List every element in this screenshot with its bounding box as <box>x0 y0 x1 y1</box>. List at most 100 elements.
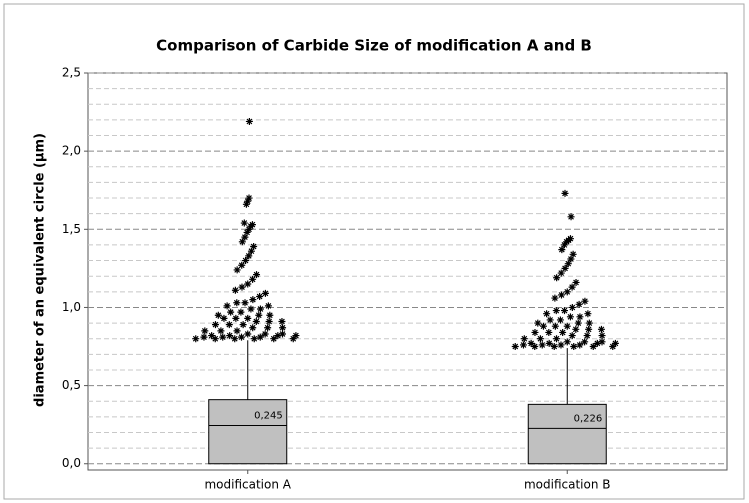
outlier <box>558 246 566 254</box>
outlier <box>233 327 241 335</box>
outlier <box>576 313 584 321</box>
chart-title: Comparison of Carbide Size of modificati… <box>156 37 592 55</box>
outlier <box>289 335 297 343</box>
outlier <box>536 335 544 343</box>
outlier <box>609 343 617 351</box>
outlier <box>279 330 287 338</box>
outlier <box>248 221 256 229</box>
outlier <box>219 333 227 341</box>
outlier <box>200 333 208 341</box>
outlier <box>598 332 606 340</box>
outlier <box>264 324 272 332</box>
outlier <box>256 305 264 313</box>
y-tick-label: 2,0 <box>62 144 81 158</box>
outlier <box>567 213 575 221</box>
outlier <box>245 225 253 233</box>
outlier <box>249 324 257 332</box>
outlier <box>546 316 554 324</box>
outlier <box>220 314 228 322</box>
outlier <box>551 294 559 302</box>
y-tick-label: 0,5 <box>62 378 81 392</box>
outlier <box>261 330 269 338</box>
outlier <box>538 341 546 349</box>
outlier <box>557 341 565 349</box>
outlier <box>557 291 565 299</box>
x-tick-label: modification A <box>204 478 291 492</box>
outlier <box>241 299 249 307</box>
outlier <box>256 333 264 341</box>
outlier <box>245 252 253 260</box>
outlier <box>568 303 576 311</box>
outlier <box>242 257 250 265</box>
outlier <box>201 327 209 335</box>
outlier <box>192 335 200 343</box>
outlier <box>250 335 258 343</box>
outlier <box>551 322 559 330</box>
outlier <box>217 327 225 335</box>
outlier <box>244 197 252 205</box>
outlier <box>561 189 569 197</box>
outlier <box>576 341 584 349</box>
outlier <box>208 332 216 340</box>
outlier <box>227 308 235 316</box>
outlier <box>569 250 577 258</box>
outlier <box>593 339 601 347</box>
outlier <box>566 313 574 321</box>
outlier <box>575 300 583 308</box>
outlier <box>244 314 252 322</box>
outlier <box>531 328 539 336</box>
outlier <box>242 200 250 208</box>
outlier <box>557 269 565 277</box>
outlier <box>244 330 252 338</box>
outlier <box>563 288 571 296</box>
outlier <box>255 311 263 319</box>
outlier <box>211 335 219 343</box>
outlier <box>232 314 240 322</box>
outlier <box>568 332 576 340</box>
outlier <box>543 310 551 318</box>
outlier <box>265 318 273 326</box>
outlier <box>252 318 260 326</box>
outlier <box>245 194 253 202</box>
outlier <box>574 319 582 327</box>
outlier <box>572 278 580 286</box>
outlier <box>585 325 593 333</box>
outlier <box>261 289 269 297</box>
plot-area <box>87 72 728 471</box>
outlier <box>231 286 239 294</box>
outlier <box>531 343 539 351</box>
outlier <box>266 311 274 319</box>
outlier <box>256 293 264 301</box>
y-axis-label: diameter of an equivalent circle (µm) <box>33 133 48 407</box>
outlier <box>511 343 519 351</box>
y-tick-label: 1,0 <box>62 300 81 314</box>
outlier <box>240 219 248 227</box>
outlier <box>245 117 253 125</box>
outlier <box>247 247 255 255</box>
outlier <box>279 324 287 332</box>
outlier <box>243 228 251 236</box>
outlier <box>560 241 568 249</box>
outlier <box>561 264 569 272</box>
outlier <box>274 332 282 340</box>
outlier <box>238 283 246 291</box>
outlier <box>597 325 605 333</box>
outlier <box>539 322 547 330</box>
outlier <box>611 339 619 347</box>
outlier <box>237 333 245 341</box>
outlier <box>583 332 591 340</box>
y-tick-label: 0,0 <box>62 456 81 470</box>
outlier <box>292 332 300 340</box>
outlier <box>244 280 252 288</box>
outlier <box>226 332 234 340</box>
outlier <box>520 335 528 343</box>
outlier <box>559 328 567 336</box>
outlier <box>568 283 576 291</box>
outlier <box>581 338 589 346</box>
outlier <box>247 305 255 313</box>
outlier <box>598 338 606 346</box>
outlier <box>249 275 257 283</box>
y-tick-label: 1,5 <box>62 222 81 236</box>
outlier <box>233 266 241 274</box>
outlier <box>239 321 247 329</box>
